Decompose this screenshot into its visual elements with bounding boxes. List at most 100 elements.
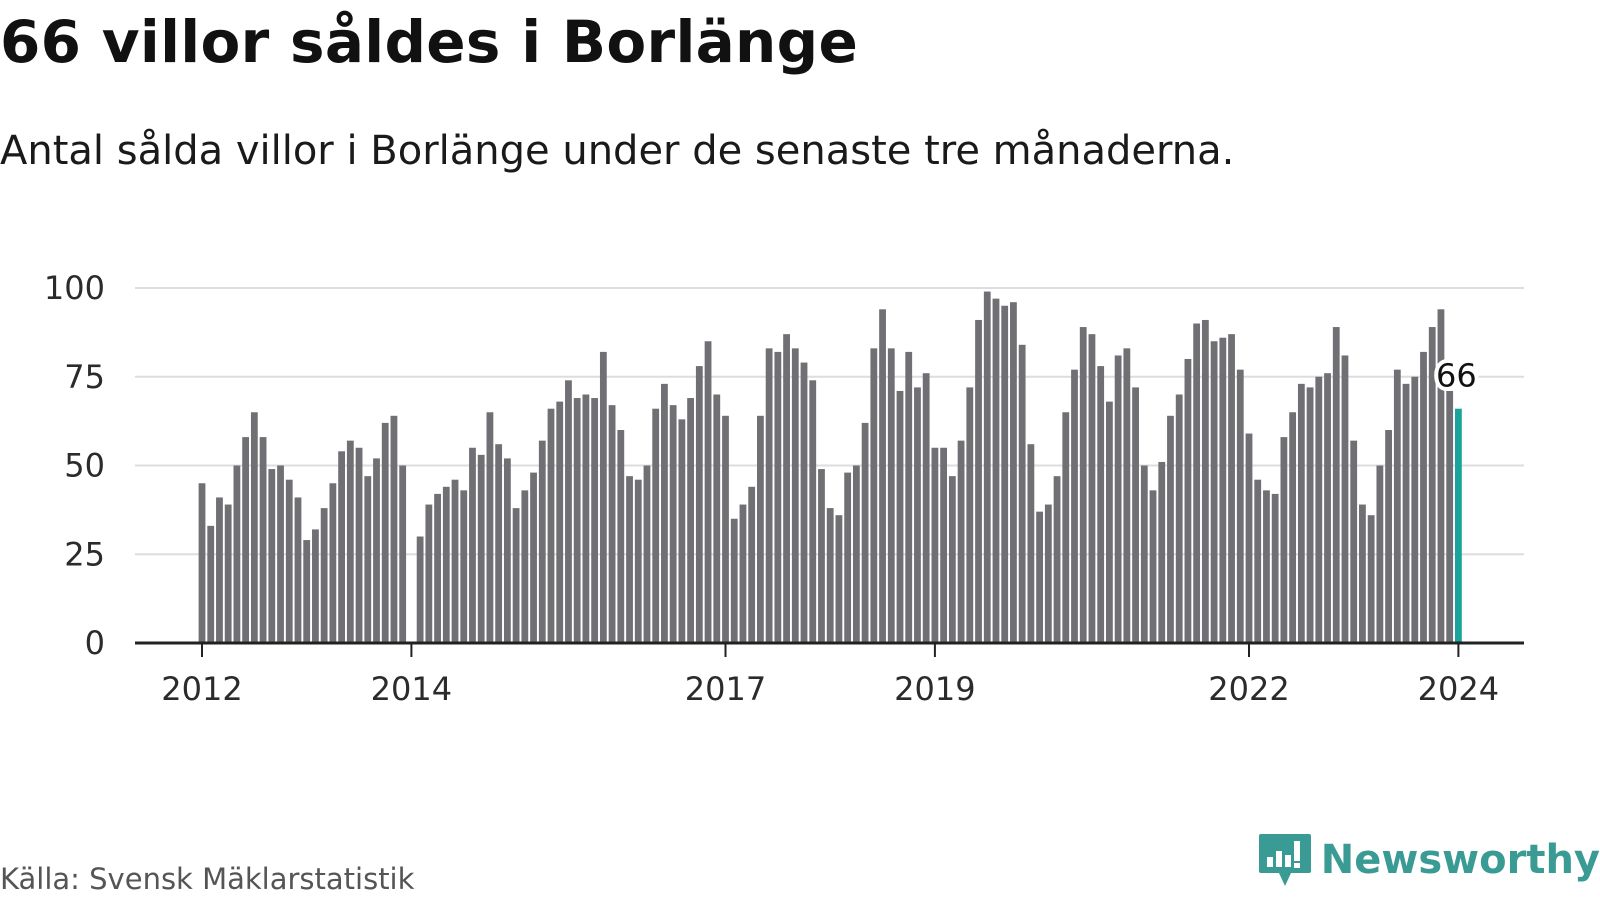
bar <box>1201 319 1209 643</box>
x-axis: 2012 2014 2017 2019 2022 2024 <box>135 641 1524 708</box>
bar <box>1097 366 1105 643</box>
bar <box>399 465 407 643</box>
bar <box>992 298 1000 643</box>
bar <box>381 422 389 643</box>
bar <box>608 405 616 643</box>
x-tick-label: 2024 <box>1418 670 1499 708</box>
bar <box>695 366 703 643</box>
bar <box>1071 369 1078 643</box>
bar <box>233 465 241 643</box>
bar <box>1393 369 1401 643</box>
x-tick-label: 2019 <box>894 670 975 708</box>
bar <box>1271 493 1279 643</box>
x-tick-label: 2022 <box>1208 670 1289 708</box>
bar <box>207 525 215 643</box>
bar <box>259 437 267 643</box>
bar <box>477 454 485 643</box>
bar <box>346 440 354 643</box>
bar <box>879 309 886 643</box>
bar <box>844 472 852 643</box>
bar <box>800 362 808 643</box>
bar <box>1420 351 1427 643</box>
bar <box>1193 323 1201 643</box>
bar <box>1219 337 1227 643</box>
bar <box>1341 355 1349 643</box>
y-axis-tick-labels: 0 25 50 75 100 <box>44 269 105 662</box>
bar <box>1376 465 1384 643</box>
bar <box>425 504 433 643</box>
bar <box>512 508 520 643</box>
bar <box>503 458 511 643</box>
bar <box>1385 430 1392 643</box>
bar <box>975 319 982 643</box>
bar <box>687 398 694 643</box>
bar <box>599 351 607 643</box>
bar <box>312 529 319 643</box>
bar <box>783 334 790 643</box>
y-tick-label: 75 <box>64 358 105 396</box>
y-tick-label: 0 <box>85 624 105 662</box>
bar <box>538 440 546 643</box>
source-note: Källa: Svensk Mäklarstatistik <box>0 862 415 896</box>
bar <box>1167 415 1174 643</box>
bar <box>748 486 756 643</box>
bar <box>1332 327 1340 643</box>
bar <box>530 472 537 643</box>
bar <box>1184 359 1192 643</box>
bar <box>285 479 293 643</box>
bar <box>652 408 660 643</box>
bar <box>556 401 564 643</box>
bar <box>495 444 503 643</box>
bar <box>713 394 721 643</box>
bar <box>835 515 843 643</box>
bar <box>521 490 529 643</box>
bar <box>451 479 459 643</box>
bar <box>914 387 921 643</box>
bar <box>364 476 372 643</box>
bar <box>1036 511 1043 643</box>
bar <box>390 415 398 643</box>
bar <box>1263 490 1270 643</box>
bar <box>791 348 799 643</box>
bar <box>1324 373 1331 643</box>
bar <box>565 380 572 643</box>
bar <box>1158 461 1166 643</box>
bar <box>1149 490 1157 643</box>
bar <box>1088 334 1096 643</box>
bar <box>1062 412 1070 643</box>
brand-name: Newsworthy <box>1320 837 1600 883</box>
bar <box>1245 433 1253 643</box>
bar <box>948 476 956 643</box>
bar <box>1123 348 1131 643</box>
bar <box>582 394 590 643</box>
bar <box>1106 401 1113 643</box>
bar <box>1001 305 1009 643</box>
bar <box>861 422 869 643</box>
bar <box>1236 369 1244 643</box>
bar <box>547 408 555 643</box>
bar <box>355 447 363 643</box>
bar <box>1132 387 1139 643</box>
bar <box>242 437 250 643</box>
bar <box>416 536 424 643</box>
bar <box>922 373 930 643</box>
bar <box>661 383 668 643</box>
bar <box>1437 309 1445 643</box>
bar <box>469 447 476 643</box>
bar <box>722 415 729 643</box>
bar <box>1315 376 1323 643</box>
bar <box>320 508 328 643</box>
bar <box>573 398 581 643</box>
bar <box>1306 387 1314 643</box>
bar <box>198 483 206 643</box>
brand-logo[interactable]: Newsworthy <box>1257 830 1600 890</box>
bar <box>460 490 468 643</box>
bar <box>442 486 450 643</box>
bar <box>757 415 764 643</box>
x-tick-label: 2012 <box>161 670 242 708</box>
bar <box>1297 383 1305 643</box>
bar <box>1446 390 1454 643</box>
highlight-label-halo: 66 <box>1436 357 1477 395</box>
bar <box>303 540 311 643</box>
bar <box>931 447 939 643</box>
